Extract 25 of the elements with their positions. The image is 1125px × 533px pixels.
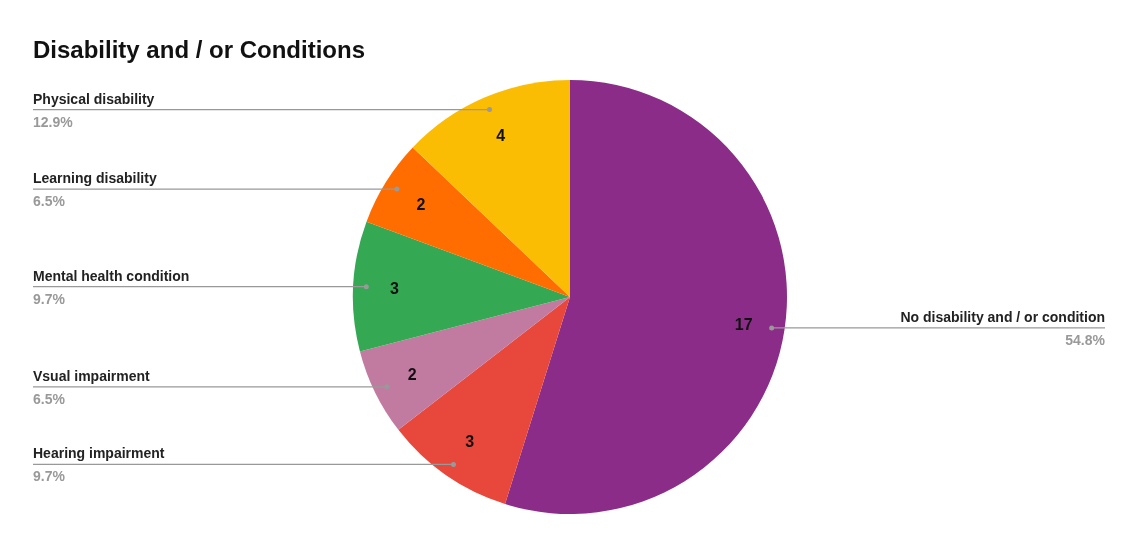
slice-label: Learning disability [33,170,157,187]
text: 6.5% [33,390,66,407]
text: 12.9% [33,113,74,130]
slice-label: Hearing impairment [33,445,165,462]
text: 6.5% [33,193,66,210]
data-label: 3 [465,433,475,451]
data-label: 3 [390,280,399,298]
data-label: 4 [496,127,506,145]
pie-slice [359,297,570,430]
slice-label: Vsual impairment [33,367,151,384]
text: 9.7% [33,468,66,485]
text: 9.7% [33,290,66,307]
pie-slice [353,221,570,352]
text: 54.8% [1065,331,1106,348]
pie-slice [412,80,570,297]
data-label: 2 [407,366,417,384]
slice-label: Mental health condition [33,267,190,284]
pie-slice [366,147,570,297]
pie-slice [398,297,570,505]
chart-title: Disability and / or Conditions [33,36,366,63]
slice-label: No disability and / or condition [900,308,1105,325]
data-label: 17 [734,315,753,333]
pie-slice [505,80,787,514]
data-label: 2 [416,196,426,214]
slice-label: Physical disability [33,90,155,107]
